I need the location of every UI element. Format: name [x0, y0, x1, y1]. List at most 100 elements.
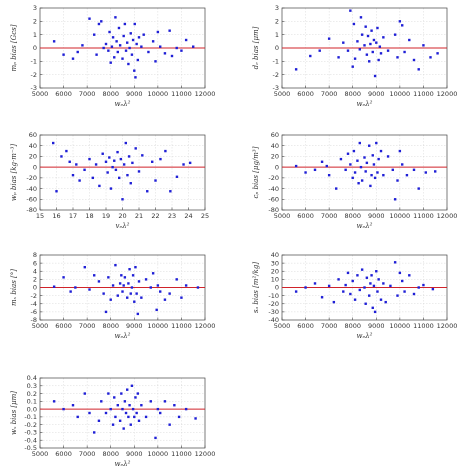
data-point — [393, 261, 397, 264]
data-point — [375, 270, 378, 273]
data-point — [137, 419, 141, 422]
x-tick-label: 9000 — [126, 450, 143, 458]
data-point — [382, 173, 385, 177]
data-point — [118, 176, 121, 180]
data-point — [398, 149, 402, 153]
data-point — [351, 279, 354, 283]
y-tick-label: -2 — [31, 71, 37, 79]
x-tick-label: 6000 — [55, 90, 72, 98]
scatter-panel-7: 5000 6000 7000 8000 9000 10000 11000 12000-0.5-… — [10, 374, 215, 468]
x-tick-label: 12000 — [437, 322, 458, 330]
data-point — [81, 44, 84, 47]
x-tick-label: 5000 — [274, 322, 291, 330]
data-point — [188, 161, 192, 165]
data-point — [377, 58, 380, 62]
data-point — [136, 392, 140, 395]
data-point — [424, 171, 427, 174]
data-point — [131, 38, 135, 42]
data-point — [396, 179, 399, 182]
data-point — [126, 388, 129, 391]
x-tick-label: 21 — [135, 212, 143, 220]
data-point — [141, 154, 144, 157]
scatter-panel-2: 5000 6000 7000 8000 9000 10000 11000 12000 -3 -2 -… — [252, 4, 457, 108]
data-point — [294, 164, 298, 168]
scatter-panel-5: 5000 6000 7000 8000 9000 10000 11000 12000-8-6-… — [10, 251, 215, 340]
data-point — [140, 404, 143, 407]
data-point — [52, 40, 56, 43]
data-point — [180, 296, 183, 299]
data-point — [294, 290, 298, 293]
data-point — [417, 68, 420, 71]
x-tick-label: 11000 — [413, 90, 434, 98]
data-point — [122, 163, 126, 166]
data-point — [353, 298, 357, 301]
data-point — [375, 41, 378, 44]
data-point — [372, 38, 376, 42]
data-point — [154, 179, 157, 182]
data-point — [155, 308, 158, 312]
data-point — [101, 152, 104, 155]
y-tick-label: 0 — [33, 44, 37, 52]
x-tick-label: 10000 — [148, 90, 169, 98]
y-tick-label: 40 — [271, 142, 279, 150]
x-tick-label: 7000 — [321, 212, 338, 220]
data-point — [349, 292, 352, 296]
data-point — [412, 168, 416, 172]
y-tick-label: -20 — [268, 174, 279, 182]
x-tick-label: 9000 — [126, 322, 143, 330]
data-point — [412, 58, 416, 62]
x-tick-label: 17 — [69, 212, 77, 220]
data-point — [130, 53, 134, 56]
data-point — [121, 407, 124, 411]
data-point — [107, 392, 110, 395]
data-point — [127, 415, 130, 419]
data-point — [372, 163, 376, 166]
data-point — [373, 310, 377, 314]
data-point — [76, 415, 79, 419]
data-point — [100, 20, 103, 23]
data-point — [177, 415, 181, 419]
data-point — [114, 263, 117, 267]
data-point — [104, 160, 108, 163]
y-tick-label: 40 — [29, 142, 37, 150]
x-tick-label: 7000 — [321, 90, 338, 98]
data-point — [373, 74, 377, 78]
data-point — [93, 274, 96, 277]
x-tick-label: 25 — [201, 212, 209, 220]
data-point — [128, 404, 131, 407]
data-point — [131, 274, 135, 277]
data-point — [332, 300, 336, 304]
data-point — [401, 279, 404, 283]
data-point — [356, 159, 359, 162]
data-point — [369, 184, 372, 188]
data-point — [342, 290, 345, 293]
x-tick-label: 23 — [168, 212, 176, 220]
y-tick-label: 6 — [33, 259, 37, 267]
data-point — [320, 160, 324, 163]
data-point — [123, 22, 127, 26]
x-tick-label: 10000 — [148, 450, 169, 458]
x-tick-label: 6000 — [55, 322, 72, 330]
data-point — [121, 198, 124, 201]
data-point — [408, 274, 411, 277]
y-tick-label: 3 — [33, 4, 37, 12]
y-tick-label: -80 — [268, 206, 279, 214]
data-point — [134, 396, 137, 399]
data-point — [175, 46, 178, 50]
y-tick-label: -2 — [31, 292, 37, 300]
data-point — [405, 173, 409, 177]
data-point — [304, 171, 307, 174]
data-point — [371, 154, 374, 157]
data-point — [170, 54, 174, 58]
y-tick-label: -0.5 — [24, 444, 37, 452]
data-point — [376, 171, 379, 174]
data-point — [116, 294, 119, 297]
data-point — [327, 37, 331, 40]
data-point — [111, 36, 115, 39]
plot-frame — [281, 134, 448, 211]
y-tick-label: -6 — [31, 308, 37, 316]
x-axis-label: wₑλ² — [115, 332, 131, 340]
data-point — [379, 149, 383, 153]
x-tick-label: 11000 — [413, 212, 434, 220]
y-tick-label: 30 — [271, 259, 279, 267]
